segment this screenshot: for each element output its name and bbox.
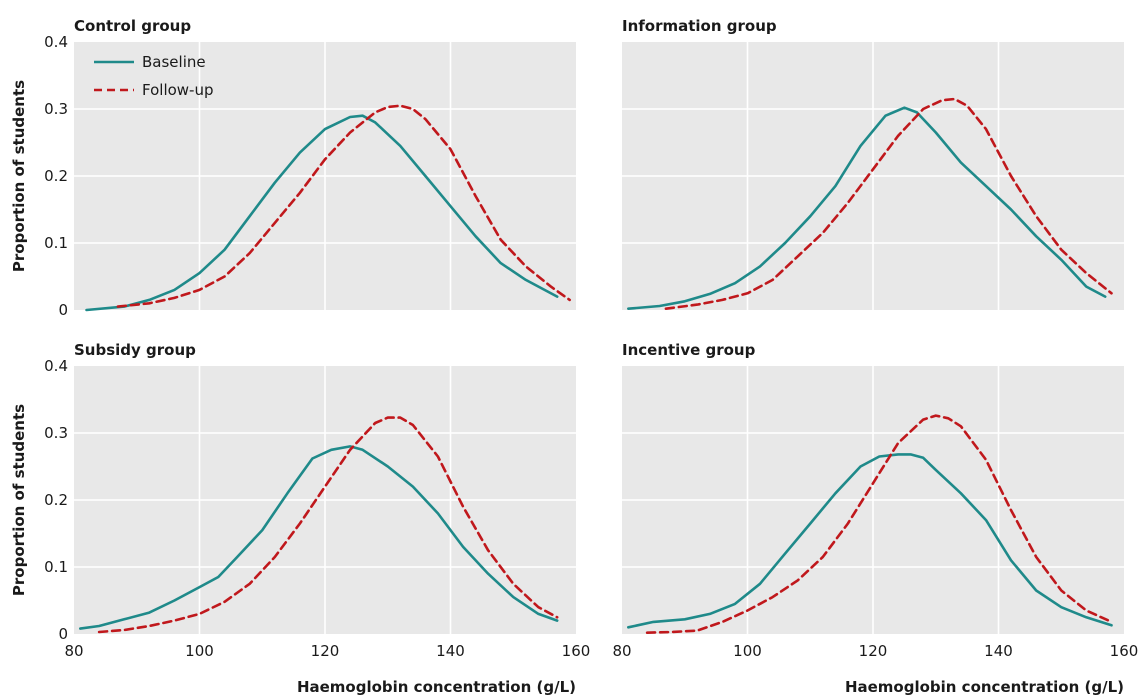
y-tick-label: 0.3 bbox=[44, 100, 68, 118]
legend-baseline-label: Baseline bbox=[142, 53, 206, 71]
x-tick-label: 160 bbox=[562, 642, 591, 660]
baseline-line bbox=[627, 106, 1107, 310]
y-tick-label: 0 bbox=[58, 625, 68, 643]
panel-1: Control group 0 0.1 0.2 0.3 0.4 Baseline Follow… bbox=[44, 17, 576, 319]
panel-title: Control group bbox=[74, 17, 191, 35]
y-tick-label: 0.1 bbox=[44, 234, 68, 252]
y-tick-label: 0.3 bbox=[44, 424, 68, 442]
x-tick-label: 160 bbox=[1110, 642, 1139, 660]
x-tick-label: 100 bbox=[185, 642, 214, 660]
x-tick-label: 140 bbox=[436, 642, 465, 660]
x-tick-label: 140 bbox=[984, 642, 1013, 660]
y-tick-label: 0.2 bbox=[44, 167, 68, 185]
x-tick-label: 120 bbox=[859, 642, 888, 660]
y-axis-label: Proportion of students bbox=[10, 80, 28, 272]
legend: Baseline Follow-up bbox=[94, 53, 214, 99]
panel-3: Subsidy group 0 0.1 0.2 0.3 0.4 80 100 120 140 160 bbox=[44, 341, 590, 660]
x-tick-label: 80 bbox=[64, 642, 83, 660]
x-axis-label: Haemoglobin concentration (g/L) bbox=[845, 678, 1124, 696]
y-tick-label: 0 bbox=[58, 301, 68, 319]
baseline-line bbox=[79, 445, 559, 630]
baseline-line bbox=[85, 114, 559, 312]
x-tick-label: 120 bbox=[311, 642, 340, 660]
panel-title: Incentive group bbox=[622, 341, 756, 359]
x-tick-label: 100 bbox=[733, 642, 762, 660]
y-tick-label: 0.4 bbox=[44, 357, 68, 375]
panel-title: Subsidy group bbox=[74, 341, 196, 359]
followup-line bbox=[645, 414, 1113, 634]
followup-line bbox=[664, 97, 1113, 310]
y-axis-label: Proportion of students bbox=[10, 404, 28, 596]
panel-title: Information group bbox=[622, 17, 777, 35]
y-tick-label: 0.4 bbox=[44, 33, 68, 51]
panel-4: Incentive group 80 100 120 140 160 bbox=[612, 341, 1138, 660]
followup-line bbox=[116, 104, 571, 308]
y-tick-label: 0.2 bbox=[44, 491, 68, 509]
followup-line bbox=[97, 416, 559, 634]
x-axis-label: Haemoglobin concentration (g/L) bbox=[297, 678, 576, 696]
x-tick-label: 80 bbox=[612, 642, 631, 660]
y-tick-label: 0.1 bbox=[44, 558, 68, 576]
legend-followup-label: Follow-up bbox=[142, 81, 214, 99]
panel-2: Information group bbox=[622, 17, 1124, 310]
baseline-line bbox=[627, 453, 1113, 629]
